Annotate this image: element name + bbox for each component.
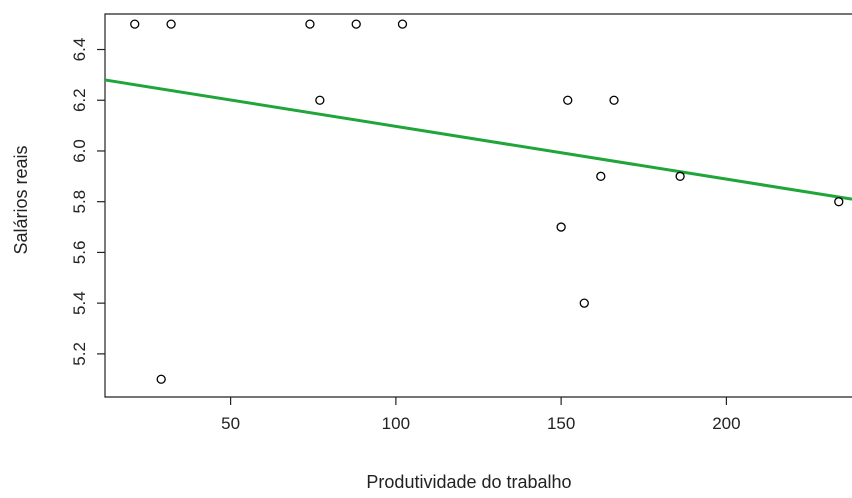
x-tick-label: 200 <box>712 414 740 433</box>
data-point <box>609 95 619 105</box>
data-point <box>834 197 844 207</box>
data-point <box>156 374 166 384</box>
x-tick-label: 100 <box>382 414 410 433</box>
y-tick-label: 5.4 <box>70 291 89 315</box>
data-point <box>579 298 589 308</box>
data-point <box>305 19 315 29</box>
data-point <box>563 95 573 105</box>
x-tick-label: 50 <box>221 414 240 433</box>
data-point <box>675 171 685 181</box>
data-point <box>130 19 140 29</box>
y-tick-label: 6.2 <box>70 88 89 112</box>
x-axis-title: Produtividade do trabalho <box>366 472 571 492</box>
y-tick-label: 6.4 <box>70 38 89 62</box>
regression-line <box>104 78 852 201</box>
y-tick-label: 5.2 <box>70 342 89 366</box>
data-point <box>596 171 606 181</box>
data-point <box>556 222 566 232</box>
data-point <box>166 19 176 29</box>
plot-frame <box>104 13 852 398</box>
data-point <box>315 95 325 105</box>
data-point <box>397 19 408 29</box>
y-tick-label: 6.0 <box>70 139 89 163</box>
y-axis-title: Salários reais <box>11 145 31 254</box>
data-point <box>351 19 361 29</box>
x-tick-label: 150 <box>547 414 575 433</box>
y-tick-label: 5.8 <box>70 190 89 214</box>
y-tick-label: 5.6 <box>70 241 89 265</box>
